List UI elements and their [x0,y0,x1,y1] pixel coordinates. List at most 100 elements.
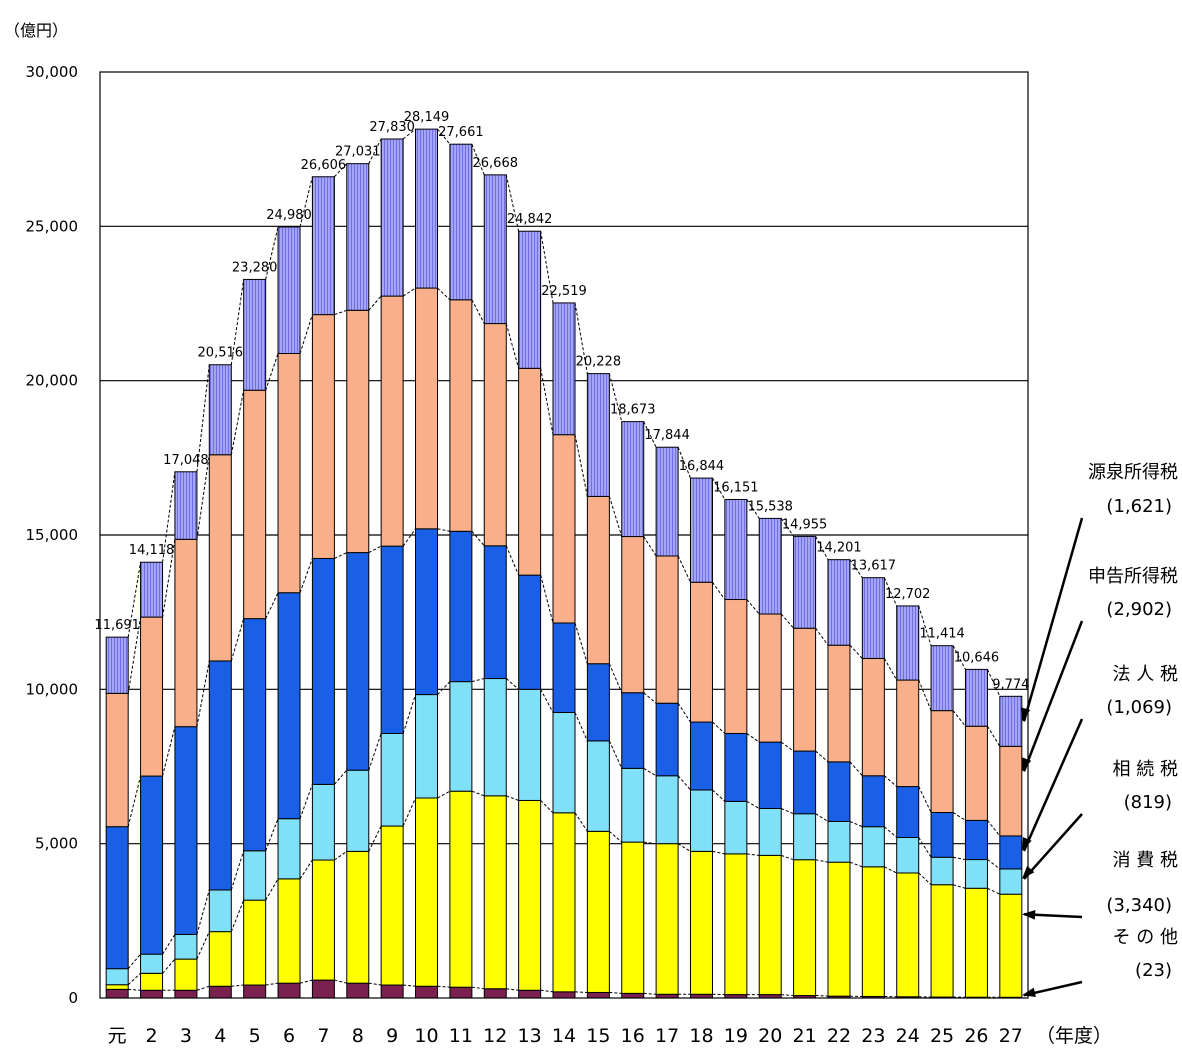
bar-segment [930,856,954,886]
bar-segment [552,991,576,999]
bar-segment [724,599,748,734]
bar-segment [586,663,610,742]
y-tick-label: 10,000 [26,680,79,698]
connector-line [780,741,794,752]
bar-segment [105,984,129,990]
connector-lines [127,128,1001,998]
connector-line [299,314,313,354]
x-tick-label: 13 [518,1025,542,1047]
bar-segment [311,176,335,316]
bar-segment [243,899,267,986]
bar-segment [518,799,542,991]
bar-segment [793,627,817,752]
connector-line [506,988,519,991]
connector-line [677,555,691,583]
bar-segment [861,866,885,997]
legend-arrowhead [1020,707,1031,722]
bar-segment [449,143,473,301]
x-tick-label: 2 [146,1025,158,1047]
total-label: 17,048 [163,453,209,468]
connector-line [712,721,726,734]
connector-line [815,627,829,646]
connector-line [643,536,657,557]
connector-line [402,694,416,734]
connector-line [368,138,382,164]
total-label: 10,646 [954,650,1000,665]
connector-line [643,692,657,704]
connector-line [471,144,485,176]
x-tick-label: 17 [655,1025,679,1047]
bar-segment [758,807,782,856]
bar-segment [552,812,576,993]
bar-segment [793,750,817,815]
x-tick-label: 8 [352,1025,364,1047]
connector-line [849,761,863,777]
bar-segment [243,984,267,999]
connector-line [815,750,829,763]
connector-line [677,702,691,723]
connector-line [196,985,210,991]
legend-value: (819) [1124,792,1172,813]
total-label: 20,516 [198,346,244,361]
legend-value: (1,621) [1106,496,1172,517]
connector-line [815,536,829,560]
bar-segment [689,581,713,723]
legend-arrow [1022,620,1084,772]
connector-line [815,995,828,997]
connector-line [162,934,176,955]
y-tick-label: 15,000 [26,526,79,544]
connector-line [196,454,210,540]
connector-line [334,979,347,984]
bar-segment [621,767,645,843]
connector-line [402,287,416,297]
connector-line [403,984,416,987]
bar-segment [861,826,885,868]
connector-line [952,645,966,670]
total-label: 11,691 [94,618,140,633]
bar-segment [621,421,645,538]
bar-segment [621,536,645,694]
connector-line [849,559,863,578]
connector-line [471,790,485,797]
connector-line [127,972,141,986]
bar-segment [655,775,679,845]
connector-line [987,859,1001,870]
total-label: 16,151 [713,480,759,495]
connector-line [471,299,485,324]
total-label: 16,844 [679,459,725,474]
bar-segment [380,295,404,547]
bar-segment [586,373,610,497]
connector-line [230,899,245,932]
bar-segment [449,299,473,532]
x-tick-label: 12 [483,1025,507,1047]
connector-line [368,982,382,986]
connector-line [334,163,348,178]
total-label: 26,606 [301,158,347,173]
connector-line [196,931,210,960]
bars [105,128,1023,999]
connector-line [918,679,932,711]
total-label: 27,031 [335,145,381,160]
bar-segment [208,985,232,999]
connector-line [437,681,451,695]
total-label: 12,702 [885,587,931,602]
bar-segment [415,287,439,530]
total-label: 9,774 [992,677,1029,692]
bar-segment [346,982,370,999]
bar-segment [621,841,645,994]
bar-segment [552,622,576,713]
connector-line [402,528,416,547]
connector-line [334,309,347,316]
connector-line [471,530,485,547]
bar-segment [483,678,507,797]
legend-arrow [1022,718,1084,852]
total-label: 17,844 [644,428,690,443]
bar-segment [208,931,232,987]
connector-line [677,447,691,479]
connector-line [712,850,725,855]
legend-name: 源泉所得税 [1088,462,1178,483]
connector-line [883,658,898,681]
bar-segment [174,471,198,540]
y-tick-label: 20,000 [26,372,79,390]
legend-arrow [1023,813,1083,880]
